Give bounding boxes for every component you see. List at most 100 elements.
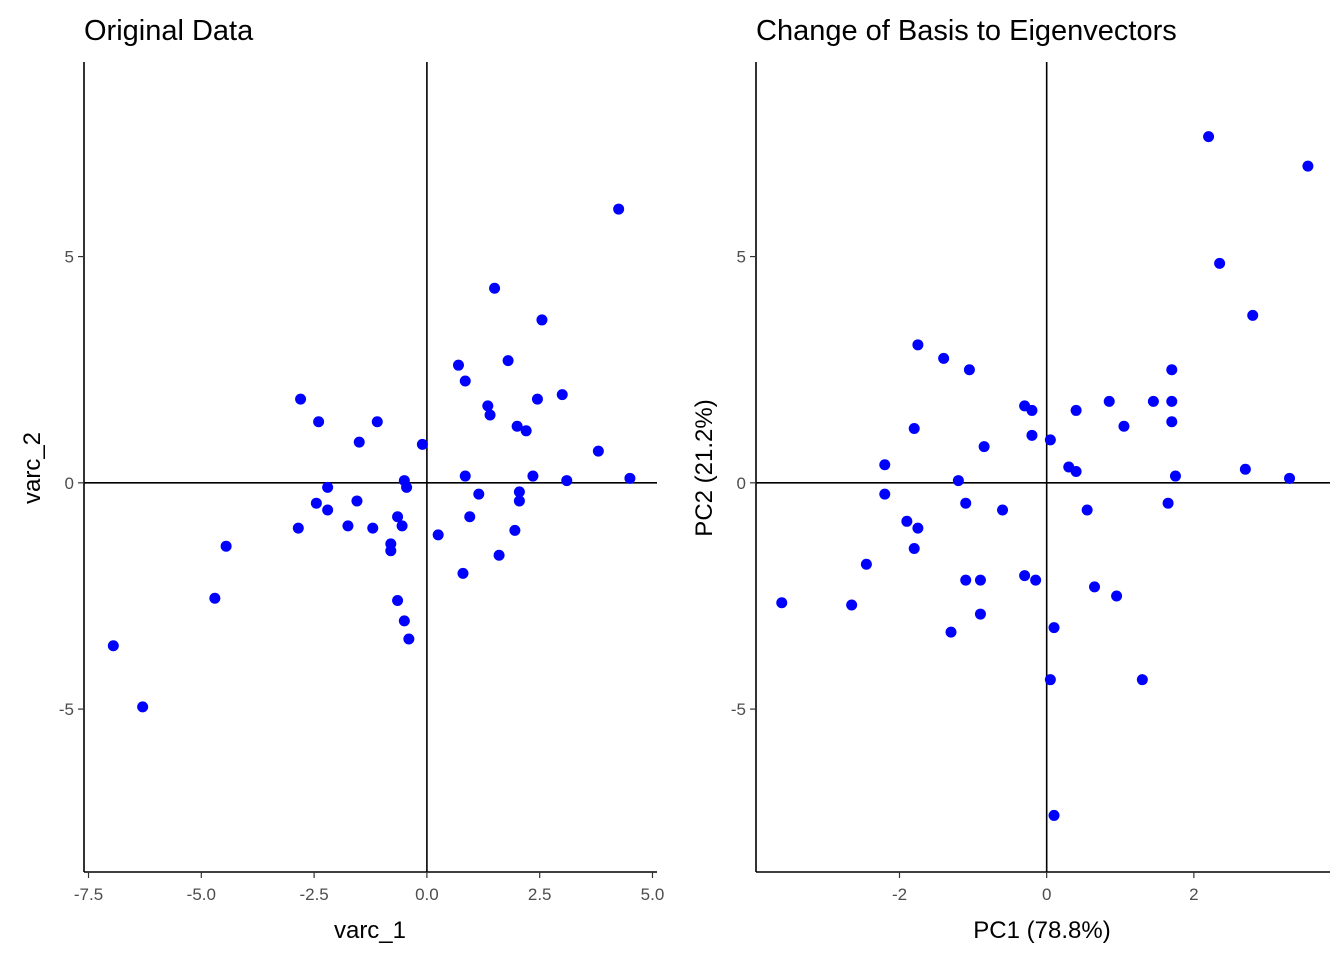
- chart-title: Original Data: [84, 15, 254, 47]
- data-point: [457, 567, 469, 579]
- data-point: [556, 389, 568, 401]
- data-point: [1044, 434, 1056, 446]
- data-point: [513, 486, 525, 498]
- data-point: [295, 393, 307, 405]
- data-point: [137, 701, 149, 713]
- data-point: [401, 481, 413, 493]
- data-point: [484, 409, 496, 421]
- data-point: [912, 522, 924, 534]
- data-point: [908, 542, 920, 554]
- data-point: [860, 558, 872, 570]
- data-point: [879, 459, 891, 471]
- y-axis-title: PC2 (21.2%): [691, 399, 718, 536]
- data-point: [912, 339, 924, 351]
- data-point: [1111, 590, 1123, 602]
- data-point: [107, 640, 119, 652]
- data-point: [1284, 472, 1296, 484]
- x-tick-label: 5.0: [641, 885, 665, 904]
- x-tick-label: 0.0: [415, 885, 439, 904]
- x-tick-label: -2: [892, 885, 907, 904]
- data-point: [396, 520, 408, 532]
- data-point: [493, 549, 505, 561]
- panel-original-data: Original Data -7.5 -5.0 -2.5 0.0 2.5 5.0-505 …: [19, 15, 664, 944]
- data-point: [1169, 470, 1181, 482]
- data-point: [1019, 570, 1031, 582]
- data-point: [403, 633, 415, 645]
- data-point: [209, 592, 221, 604]
- data-point: [367, 522, 379, 534]
- data-point: [398, 615, 410, 627]
- data-point: [1247, 309, 1259, 321]
- x-tick-label: -7.5: [74, 885, 103, 904]
- data-point: [482, 400, 494, 412]
- y-tick-label: 0: [737, 474, 746, 493]
- data-point: [416, 438, 428, 450]
- data-point: [846, 599, 858, 611]
- data-point: [1081, 504, 1093, 516]
- data-point: [974, 608, 986, 620]
- data-point: [1048, 622, 1060, 634]
- data-point: [901, 515, 913, 527]
- data-point: [1118, 420, 1130, 432]
- data-point: [938, 352, 950, 364]
- data-point: [452, 359, 464, 371]
- data-point: [1026, 429, 1038, 441]
- data-point: [1166, 416, 1178, 428]
- data-point: [489, 282, 501, 294]
- data-point: [978, 441, 990, 453]
- data-point: [220, 540, 232, 552]
- data-point: [459, 375, 471, 387]
- data-point: [511, 420, 523, 432]
- data-point: [1302, 160, 1314, 172]
- data-point: [392, 594, 404, 606]
- data-point: [1136, 674, 1148, 686]
- x-tick-label: 2.5: [528, 885, 552, 904]
- x-tick-label: -5.0: [187, 885, 216, 904]
- data-point: [536, 314, 548, 326]
- data-point: [1070, 466, 1082, 478]
- data-point: [997, 504, 1009, 516]
- data-point: [1214, 257, 1226, 269]
- x-axis-title: varc_1: [334, 917, 406, 944]
- data-point: [1162, 497, 1174, 509]
- data-point: [385, 545, 397, 557]
- chart-title: Change of Basis to Eigenvectors: [756, 15, 1177, 47]
- data-point: [527, 470, 539, 482]
- data-point: [952, 475, 964, 487]
- data-point: [624, 472, 636, 484]
- data-point: [513, 495, 525, 507]
- data-point: [322, 481, 334, 493]
- data-point: [908, 423, 920, 435]
- data-point: [960, 497, 972, 509]
- data-point: [1026, 404, 1038, 416]
- data-point: [776, 597, 788, 609]
- data-point: [1048, 809, 1060, 821]
- data-point: [353, 436, 365, 448]
- data-point: [1166, 364, 1178, 376]
- y-tick-label: -5: [731, 700, 746, 719]
- data-point: [531, 393, 543, 405]
- data-point: [1103, 395, 1115, 407]
- data-point: [473, 488, 485, 500]
- y-tick-label: 5: [737, 248, 746, 267]
- data-point: [509, 524, 521, 536]
- data-point: [1070, 404, 1082, 416]
- data-point: [1089, 581, 1101, 593]
- data-point: [945, 626, 957, 638]
- data-point: [502, 355, 514, 367]
- x-tick-label: 0: [1042, 885, 1051, 904]
- data-point: [1203, 131, 1215, 143]
- axes: -7.5 -5.0 -2.5 0.0 2.5 5.0 -5 0 5: [59, 62, 664, 904]
- data-point: [561, 475, 573, 487]
- y-axis-title: varc_2: [19, 432, 46, 504]
- y-tick-label: 5: [65, 248, 74, 267]
- y-tick-label: 0: [65, 474, 74, 493]
- data-point: [342, 520, 354, 532]
- scatter-points: [107, 203, 636, 713]
- data-point: [392, 511, 404, 523]
- axes: -2 0 2 -5 0 5: [731, 62, 1330, 904]
- data-point: [974, 574, 986, 586]
- data-point: [322, 504, 334, 516]
